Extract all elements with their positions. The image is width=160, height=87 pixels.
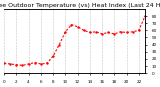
Title: Milwaukee Outdoor Temperature (vs) Heat Index (Last 24 Hours): Milwaukee Outdoor Temperature (vs) Heat …	[0, 3, 160, 8]
